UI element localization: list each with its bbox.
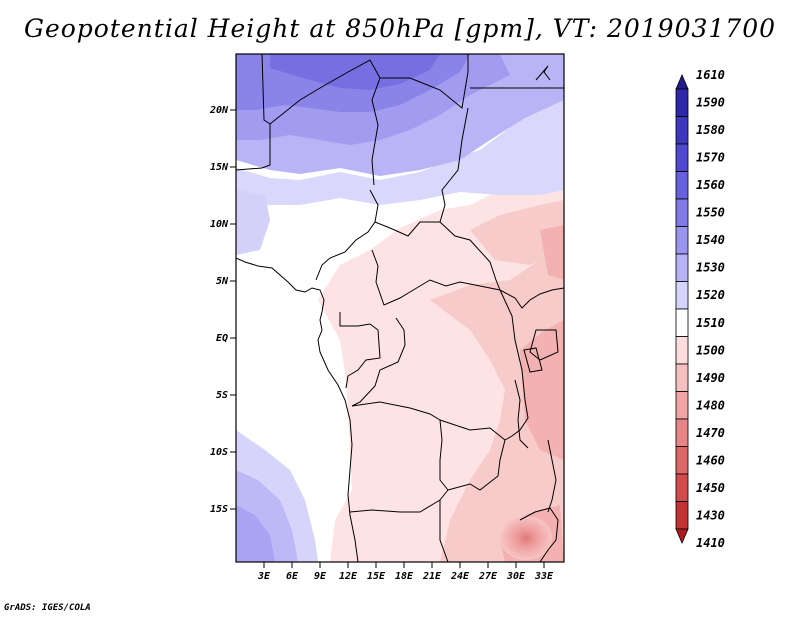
map-title: Geopotential Height at 850hPa [gpm], VT:… bbox=[23, 14, 777, 43]
colorbar-swatch bbox=[675, 308, 689, 337]
colorbar-label: 1510 bbox=[696, 316, 725, 330]
colorbar-swatch bbox=[675, 171, 689, 200]
colorbar-swatch bbox=[675, 226, 689, 255]
colorbar-swatch bbox=[675, 501, 689, 530]
colorbar-label: 1470 bbox=[696, 426, 725, 440]
lat-axis bbox=[230, 109, 236, 510]
colorbar-swatch bbox=[675, 473, 689, 502]
lon-label: 3E bbox=[257, 571, 271, 582]
colorbar-label: 1490 bbox=[696, 371, 725, 385]
lon-label: 9E bbox=[314, 571, 327, 582]
colorbar-label: 1570 bbox=[696, 151, 725, 165]
colorbar-swatch bbox=[675, 281, 689, 310]
colorbar-swatch bbox=[675, 363, 689, 392]
lon-label: 21E bbox=[422, 571, 442, 582]
lat-label: 20N bbox=[209, 105, 229, 116]
colorbar-label: 1580 bbox=[696, 123, 725, 137]
colorbar-label: 1530 bbox=[696, 261, 725, 275]
lat-label: EQ bbox=[216, 333, 228, 344]
lon-label: 18E bbox=[395, 571, 414, 582]
country-borders bbox=[236, 54, 564, 562]
colorbar-label: 1430 bbox=[696, 508, 725, 522]
colorbar-swatch bbox=[675, 418, 689, 447]
colorbar-label: 1460 bbox=[696, 453, 725, 467]
colorbar-label: 1540 bbox=[696, 233, 725, 247]
lat-label: 5S bbox=[216, 390, 228, 401]
colorbar-swatch bbox=[675, 198, 689, 227]
colorbar-cap-top bbox=[675, 73, 689, 90]
colorbar-swatch bbox=[675, 253, 689, 282]
lon-label: 15E bbox=[367, 571, 386, 582]
colorbar-label: 1410 bbox=[696, 536, 725, 550]
lon-label: 33E bbox=[534, 571, 554, 582]
lon-label: 6E bbox=[286, 571, 299, 582]
colorbar-label: 1450 bbox=[696, 481, 725, 495]
map-frame bbox=[235, 53, 565, 563]
lat-label: 15N bbox=[210, 162, 229, 173]
lon-label: 12E bbox=[339, 571, 358, 582]
credit-label: GrADS: IGES/COLA bbox=[4, 603, 91, 613]
lat-label: 10S bbox=[210, 447, 228, 458]
colorbar-swatch bbox=[675, 88, 689, 117]
colorbar-label: 1560 bbox=[696, 178, 725, 192]
colorbar-swatch bbox=[675, 143, 689, 172]
lon-label: 30E bbox=[506, 571, 526, 582]
lon-label: 24E bbox=[450, 571, 470, 582]
colorbar-swatch bbox=[675, 336, 689, 365]
lon-label: 27E bbox=[478, 571, 498, 582]
colorbar-swatch bbox=[675, 446, 689, 475]
colorbar-swatch bbox=[675, 116, 689, 145]
colorbar-label: 1520 bbox=[696, 288, 725, 302]
colorbar-swatch bbox=[675, 391, 689, 420]
colorbar-label: 1590 bbox=[696, 96, 725, 110]
colorbar-label: 1480 bbox=[696, 398, 725, 412]
lat-label: 5N bbox=[216, 276, 229, 287]
lat-label: 10N bbox=[210, 219, 229, 230]
lon-axis bbox=[263, 562, 545, 568]
colorbar-cap-bottom bbox=[675, 528, 689, 545]
colorbar-label: 1550 bbox=[696, 206, 725, 220]
colorbar-label: 1500 bbox=[696, 343, 725, 357]
shaded-field bbox=[236, 54, 564, 562]
colorbar-label: 1610 bbox=[696, 68, 725, 82]
lat-label: 15S bbox=[210, 504, 228, 515]
colorbar: 1610 1590 1580 1570 1560 1550 1540 1530 1520 1510… bbox=[675, 68, 725, 550]
